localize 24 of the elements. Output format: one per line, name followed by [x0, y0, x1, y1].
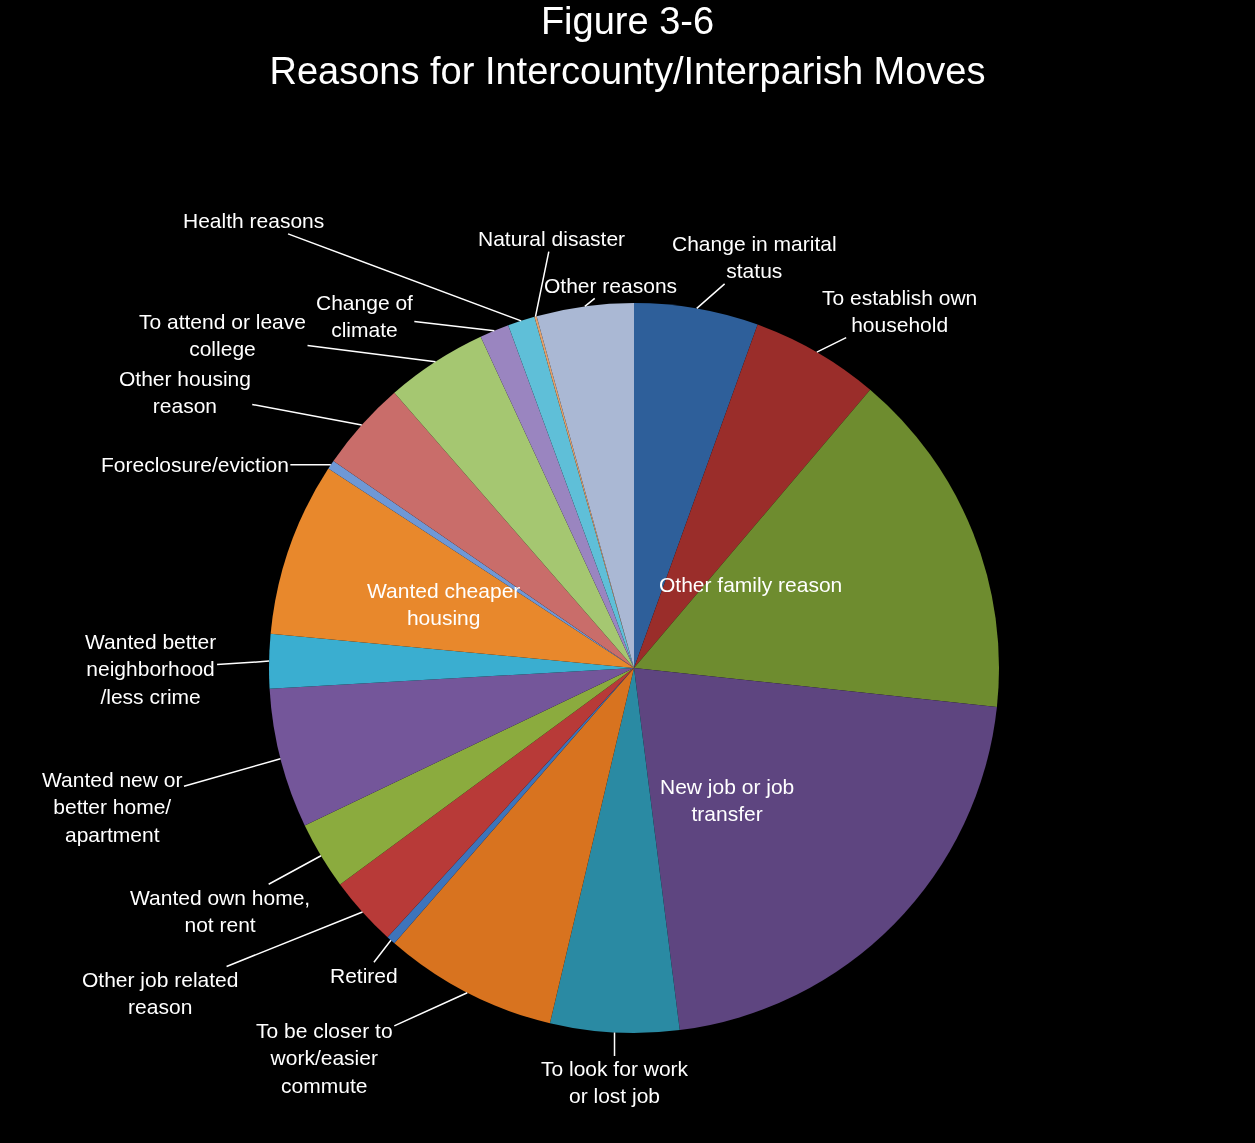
- slice-label: Other family reason: [659, 573, 843, 596]
- slice-label: New job or job transfer: [660, 775, 795, 826]
- slice-label: To establish own household: [822, 286, 978, 337]
- slice-label: Change of climate: [316, 291, 414, 342]
- pie-slice: [333, 392, 634, 668]
- slice-label: Foreclosure/eviction: [101, 453, 289, 476]
- pie-slice: [304, 668, 634, 885]
- slice-label: Retired: [330, 964, 398, 987]
- slice-label: To look for work or lost job: [541, 1057, 689, 1108]
- slice-label: Other job related reason: [82, 968, 239, 1019]
- slice-label: To attend or leave college: [139, 310, 306, 361]
- slice-label: Wanted own home, not rent: [130, 886, 311, 937]
- pie-slice: [634, 668, 997, 1031]
- slice-label: To be closer to work/easier commute: [256, 1019, 393, 1097]
- pie-slice: [634, 389, 999, 707]
- pie-slice: [269, 668, 634, 826]
- slice-label: Wanted new or better home/ apartment: [42, 768, 183, 846]
- pie-slice: [340, 668, 634, 938]
- slice-label: Health reasons: [183, 209, 325, 232]
- slice-label: Wanted cheaper housing: [367, 579, 521, 630]
- chart-title: Figure 3-6 Reasons for Intercounty/Interparish Moves: [269, 0, 986, 92]
- slice-label: Other housing reason: [119, 367, 251, 418]
- slice-label: Wanted better neighborhood /less crime: [85, 630, 217, 708]
- slice-label: Natural disaster: [478, 227, 626, 250]
